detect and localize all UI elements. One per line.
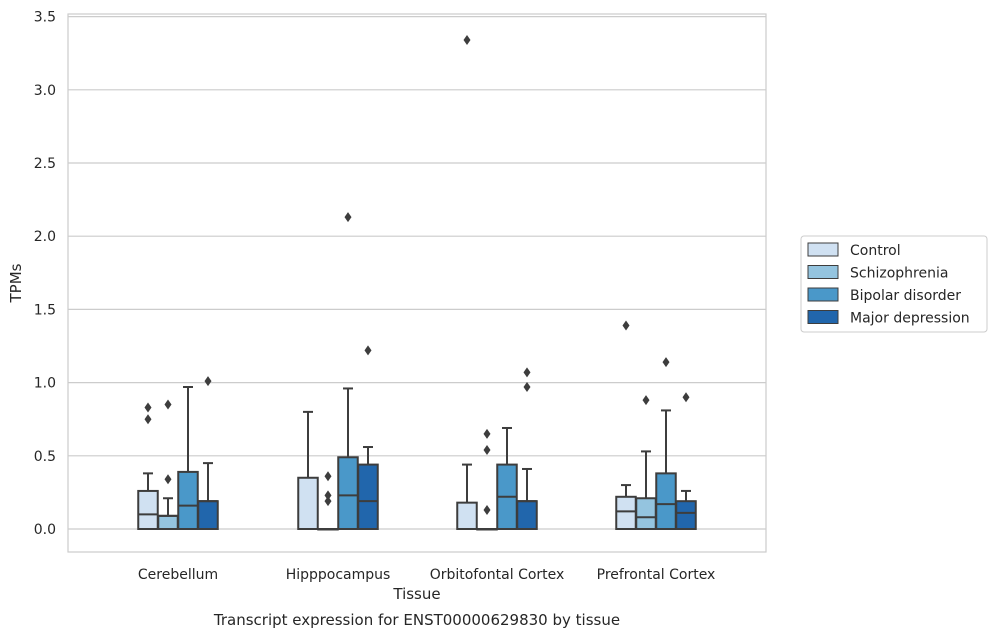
plot-area (67, 13, 767, 553)
x-tick-label: Hipppocampus (286, 567, 391, 583)
box-body (456, 501, 478, 531)
box-body (137, 489, 159, 531)
series-schizophrenia (157, 395, 657, 531)
y-tick-label: 1.5 (34, 302, 56, 318)
box-body (635, 497, 657, 531)
y-axis-ticks: 0.0 0.5 1.0 1.5 2.0 2.5 3.0 3.5 (34, 10, 56, 538)
box (317, 471, 339, 531)
legend-swatch (807, 310, 839, 324)
series-control (137, 35, 637, 531)
outlier-point (483, 444, 491, 455)
legend-swatch (807, 242, 839, 257)
outlier-point (144, 414, 152, 425)
x-tick-label: Orbitofontal Cortex (430, 567, 565, 583)
box (496, 426, 518, 531)
series-major-depression (197, 345, 697, 531)
box (456, 35, 478, 531)
outlier-point (344, 212, 352, 223)
outlier-point (164, 399, 172, 410)
y-tick-label: 2.0 (34, 229, 56, 245)
box-body (357, 463, 379, 531)
x-tick-label: Cerebellum (138, 567, 218, 583)
y-tick-label: 2.5 (34, 156, 56, 172)
legend-label: Control (850, 243, 901, 259)
outlier-point (622, 320, 630, 331)
outlier-point (682, 392, 690, 403)
y-tick-label: 0.5 (34, 449, 56, 465)
outlier-point (662, 357, 670, 368)
box-body (337, 456, 359, 531)
box (137, 402, 159, 531)
box-series (137, 35, 697, 531)
legend-items: Control Schizophrenia Bipolar disorder Majo… (807, 242, 970, 327)
box-body (297, 476, 319, 531)
box-body (615, 495, 637, 530)
legend-swatch (807, 265, 839, 279)
box-body (655, 472, 677, 531)
x-axis-ticks: Cerebellum Hipppocampus Orbitofontal Corte… (138, 567, 715, 583)
x-axis-title: Tissue (392, 585, 440, 603)
y-tick-label: 3.0 (34, 83, 56, 99)
legend-frame (800, 235, 988, 333)
box (357, 345, 379, 531)
box-body (157, 514, 179, 530)
box (476, 428, 498, 531)
outlier-point (523, 367, 531, 378)
outlier-point (463, 35, 471, 46)
outlier-point (164, 474, 172, 485)
y-tick-label: 1.0 (34, 376, 56, 392)
outlier-point (483, 504, 491, 515)
box (615, 320, 637, 530)
outlier-point (144, 402, 152, 413)
outlier-point (364, 345, 372, 356)
y-tick-label: 0.0 (34, 522, 56, 538)
x-tick-label: Prefrontal Cortex (597, 567, 716, 583)
box-body (177, 470, 199, 530)
legend-label: Bipolar disorder (850, 288, 961, 304)
box-body (516, 500, 538, 530)
box-body (197, 500, 219, 530)
box (516, 367, 538, 530)
box (655, 357, 677, 531)
box-body (675, 500, 697, 530)
outlier-point (483, 428, 491, 439)
legend: Control Schizophrenia Bipolar disorder Majo… (800, 235, 988, 333)
outlier-point (642, 395, 650, 406)
outlier-point (523, 381, 531, 392)
box (297, 410, 319, 531)
outlier-point (324, 496, 332, 507)
chart-caption: Transcript expression for ENST0000062983… (213, 611, 620, 629)
grid-lines (68, 16, 766, 530)
legend-label: Major depression (850, 311, 970, 327)
outlier-point (324, 471, 332, 482)
legend-swatch (807, 287, 839, 302)
y-axis-title: TPMs (7, 263, 25, 303)
outlier-point (204, 376, 212, 387)
box (675, 392, 697, 530)
box (337, 212, 359, 531)
box (635, 395, 657, 531)
outlier-point (324, 490, 332, 501)
y-tick-label: 3.5 (34, 10, 56, 26)
box (157, 399, 179, 530)
legend-label: Schizophrenia (850, 266, 948, 282)
box (197, 376, 219, 530)
